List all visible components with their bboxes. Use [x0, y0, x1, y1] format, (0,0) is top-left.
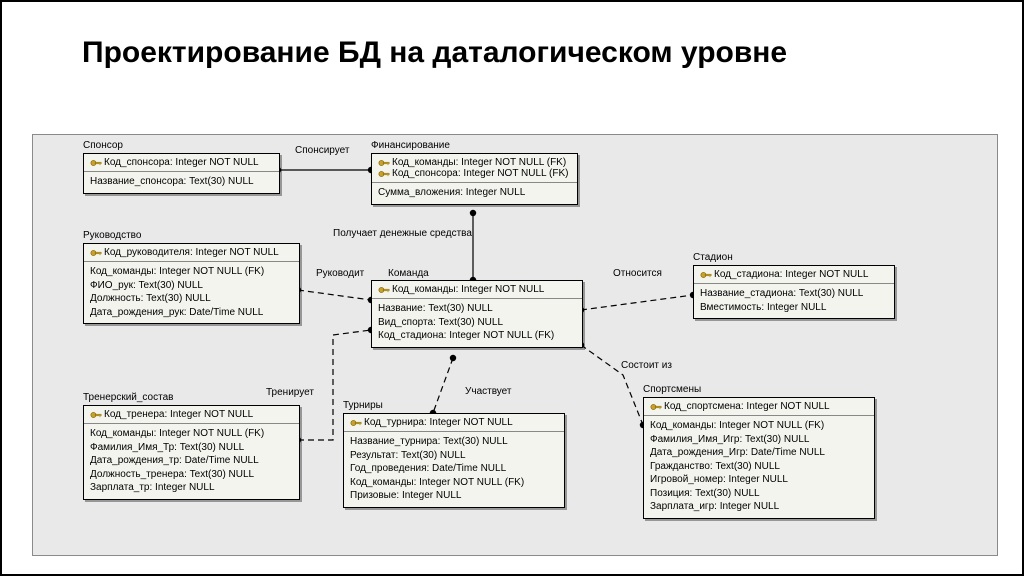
- rel-label: Тренирует: [266, 387, 314, 398]
- key-icon: [650, 403, 660, 410]
- rel-label: Получает денежные средства: [333, 228, 472, 239]
- entity-sponsor: Код_спонсора: Integer NOT NULL Название_…: [83, 153, 280, 194]
- page-title: Проектирование БД на даталогическом уров…: [82, 34, 787, 72]
- key-icon: [700, 271, 710, 278]
- pk-text: Код_спортсмена: Integer NOT NULL: [664, 401, 830, 412]
- pk-text: Код_стадиона: Integer NOT NULL: [714, 269, 868, 280]
- attr-text: Код_команды: Integer NOT NULL (FK): [90, 265, 293, 279]
- key-icon: [90, 159, 100, 166]
- rel-label: Относится: [613, 268, 662, 279]
- attr-text: Дата_рождения_тр: Date/Time NULL: [90, 454, 293, 468]
- attr-text: Название_спонсора: Text(30) NULL: [90, 175, 273, 189]
- attr-text: Сумма_вложения: Integer NULL: [378, 186, 571, 200]
- attr-text: Должность: Text(30) NULL: [90, 292, 293, 306]
- attr-text: Код_команды: Integer NOT NULL (FK): [350, 476, 558, 490]
- entity-title-finans: Финансирование: [371, 140, 450, 151]
- entity-komanda: Код_команды: Integer NOT NULL Название: …: [371, 280, 583, 348]
- attr-text: Должность_тренера: Text(30) NULL: [90, 468, 293, 482]
- attr-text: Название: Text(30) NULL: [378, 302, 576, 316]
- pk-text: Код_спонсора: Integer NOT NULL: [104, 157, 259, 168]
- attr-text: Дата_рождения_рук: Date/Time NULL: [90, 306, 293, 320]
- pk-text: Код_руководителя: Integer NOT NULL: [104, 247, 279, 258]
- entity-turniry: Код_турнира: Integer NOT NULL Название_т…: [343, 413, 565, 508]
- entity-title-ruk: Руководство: [83, 230, 141, 241]
- attr-text: Год_проведения: Date/Time NULL: [350, 462, 558, 476]
- rel-label: Спонсирует: [295, 145, 349, 156]
- entity-finans: Код_команды: Integer NOT NULL (FK) Код_с…: [371, 153, 578, 205]
- attr-text: Фамилия_Имя_Игр: Text(30) NULL: [650, 433, 868, 447]
- attr-text: Игровой_номер: Integer NULL: [650, 473, 868, 487]
- page: Проектирование БД на даталогическом уров…: [0, 0, 1024, 576]
- rel-label: Состоит из: [621, 360, 672, 371]
- entity-title-komanda: Команда: [388, 268, 429, 279]
- rel-label: Руководит: [316, 268, 364, 279]
- attr-text: Название_стадиона: Text(30) NULL: [700, 287, 888, 301]
- attr-text: Позиция: Text(30) NULL: [650, 487, 868, 501]
- key-icon: [350, 419, 360, 426]
- key-icon: [90, 411, 100, 418]
- attr-text: Код_команды: Integer NOT NULL (FK): [650, 419, 868, 433]
- entity-title-sport: Спортсмены: [643, 384, 701, 395]
- attr-text: Вместимость: Integer NULL: [700, 301, 888, 315]
- pk-text: Код_команды: Integer NOT NULL (FK): [392, 157, 566, 168]
- attr-text: Результат: Text(30) NULL: [350, 449, 558, 463]
- entity-ruk: Код_руководителя: Integer NOT NULL Код_к…: [83, 243, 300, 324]
- pk-text: Код_турнира: Integer NOT NULL: [364, 417, 513, 428]
- entity-title-turniry: Турниры: [343, 400, 383, 411]
- attr-text: Гражданство: Text(30) NULL: [650, 460, 868, 474]
- key-icon: [90, 249, 100, 256]
- rel-label: Участвует: [465, 386, 512, 397]
- entity-title-stadion: Стадион: [693, 252, 733, 263]
- er-canvas: Спонсор Код_спонсора: Integer NOT NULL Н…: [32, 134, 998, 556]
- attr-text: Код_стадиона: Integer NOT NULL (FK): [378, 329, 576, 343]
- attr-text: Фамилия_Имя_Тр: Text(30) NULL: [90, 441, 293, 455]
- attr-text: Зарплата_тр: Integer NULL: [90, 481, 293, 495]
- pk-text: Код_тренера: Integer NOT NULL: [104, 409, 253, 420]
- entity-stadion: Код_стадиона: Integer NOT NULL Название_…: [693, 265, 895, 319]
- attr-text: Код_команды: Integer NOT NULL (FK): [90, 427, 293, 441]
- key-icon: [378, 159, 388, 166]
- attr-text: Дата_рождения_Игр: Date/Time NULL: [650, 446, 868, 460]
- key-icon: [378, 286, 388, 293]
- pk-text: Код_команды: Integer NOT NULL: [392, 284, 544, 295]
- pk-text: Код_спонсора: Integer NOT NULL (FK): [392, 168, 568, 179]
- key-icon: [378, 170, 388, 177]
- attr-text: Вид_спорта: Text(30) NULL: [378, 316, 576, 330]
- entity-trener: Код_тренера: Integer NOT NULL Код_команд…: [83, 405, 300, 500]
- attr-text: Зарплата_игр: Integer NULL: [650, 500, 868, 514]
- entity-title-trener: Тренерский_состав: [83, 392, 173, 403]
- entity-title-sponsor: Спонсор: [83, 140, 123, 151]
- attr-text: Призовые: Integer NULL: [350, 489, 558, 503]
- entity-sport: Код_спортсмена: Integer NOT NULL Код_ком…: [643, 397, 875, 519]
- attr-text: Название_турнира: Text(30) NULL: [350, 435, 558, 449]
- attr-text: ФИО_рук: Text(30) NULL: [90, 279, 293, 293]
